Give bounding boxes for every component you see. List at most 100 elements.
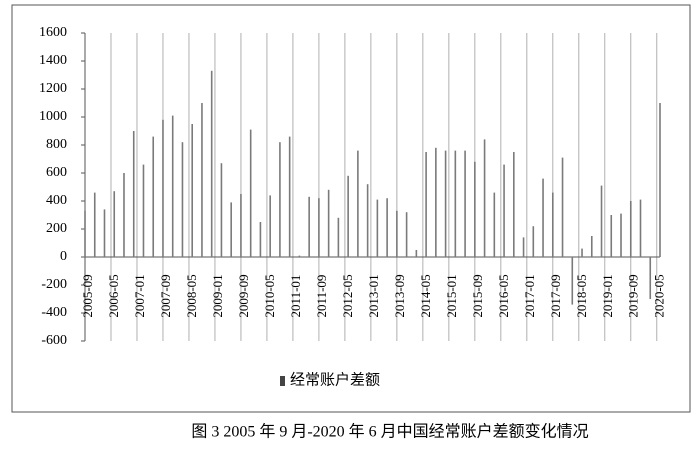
bar: [610, 215, 613, 257]
bar: [620, 213, 622, 257]
bar: [103, 209, 106, 257]
y-tick-label: 1200: [39, 81, 67, 96]
bar: [142, 164, 145, 257]
x-tick-label: 2013-09: [392, 274, 407, 317]
x-tick-label: 2014-05: [418, 274, 433, 317]
bar: [269, 195, 271, 257]
bar: [493, 192, 496, 257]
bar: [181, 142, 184, 257]
bar: [113, 191, 116, 257]
x-tick-label: 2009-01: [210, 274, 225, 317]
x-tick-label: 2018-05: [574, 274, 589, 317]
y-tick-label: 1400: [39, 53, 67, 68]
bar: [503, 164, 505, 257]
y-tick-label: -400: [41, 305, 67, 320]
bar: [590, 236, 593, 257]
bar: [571, 257, 574, 305]
y-tick-label: 800: [46, 137, 67, 152]
x-tick-label: 2019-01: [600, 274, 615, 317]
x-tick-label: 2009-09: [236, 274, 251, 317]
bar: [337, 217, 340, 257]
bar: [84, 210, 86, 257]
bar: [220, 163, 223, 257]
y-tick-label: 200: [46, 221, 67, 236]
x-tick-label: 2013-01: [366, 274, 381, 317]
bar: [366, 184, 369, 257]
x-tick-label: 2019-09: [626, 274, 641, 317]
legend-label: 经常账户差额: [290, 371, 380, 388]
bar: [230, 202, 232, 257]
bar: [123, 173, 125, 257]
bar: [659, 103, 661, 257]
x-tick-label: 2008-05: [184, 274, 199, 317]
bar: [93, 192, 96, 257]
bar: [162, 119, 164, 257]
x-tick-label: 2016-05: [496, 274, 511, 317]
x-tick-label: 2020-05: [652, 274, 667, 317]
bar: [152, 136, 155, 257]
bar: [259, 222, 262, 257]
y-tick-label: 600: [46, 165, 67, 180]
bar: [542, 178, 544, 257]
bar: [415, 250, 418, 257]
bar: [425, 152, 427, 257]
x-tick-label: 2006-05: [106, 274, 121, 317]
x-tick-label: 2011-01: [288, 275, 303, 318]
y-tick-label: 1600: [39, 25, 67, 40]
bar: [347, 175, 349, 257]
bar: [600, 185, 603, 257]
bar: [522, 237, 525, 257]
bar: [357, 150, 359, 257]
x-tick-label: 2017-01: [522, 274, 537, 317]
bar: [318, 198, 320, 257]
bar: [464, 150, 466, 257]
bar: [532, 226, 535, 257]
bar: [327, 189, 330, 257]
bar: [249, 129, 252, 257]
bar: [649, 257, 652, 299]
x-tick-label: 2010-05: [262, 274, 277, 317]
bar: [298, 255, 301, 257]
bar: [240, 194, 242, 257]
bar: [444, 150, 447, 257]
bar: [376, 199, 379, 257]
x-tick-label: 2017-09: [548, 274, 563, 317]
bar: [201, 103, 203, 257]
bar: [513, 152, 515, 257]
bar: [639, 199, 642, 257]
x-tick-label: 2012-05: [340, 274, 355, 317]
bar: [279, 142, 281, 257]
x-tick-label: 2007-01: [132, 274, 147, 317]
x-tick-label: 2007-09: [158, 274, 173, 317]
y-tick-label: 1000: [39, 109, 67, 124]
y-tick-label: -600: [41, 333, 67, 348]
bar: [308, 196, 310, 257]
bar: [561, 157, 564, 257]
chart-frame: [11, 4, 691, 413]
bar: [191, 124, 194, 257]
bar: [386, 198, 388, 257]
bar: [405, 212, 408, 257]
bar: [474, 161, 476, 257]
bar: [629, 201, 632, 257]
x-tick-label: 2005-09: [80, 274, 95, 317]
bar: [210, 70, 213, 257]
bar: [581, 248, 583, 257]
legend-marker: [280, 376, 285, 386]
bar: [396, 210, 398, 257]
bar: [551, 192, 554, 257]
y-tick-label: -200: [41, 277, 67, 292]
x-tick-label: 2015-01: [444, 274, 459, 317]
bar: [171, 115, 174, 257]
bar: [454, 150, 457, 257]
bar: [132, 131, 135, 257]
bar: [435, 147, 437, 257]
y-tick-label: 0: [60, 249, 67, 264]
caption: 图 3 2005 年 9 月-2020 年 6 月中国经常账户差额变化情况: [191, 423, 588, 441]
bar: [288, 136, 291, 257]
x-tick-label: 2011-09: [314, 275, 329, 318]
y-tick-label: 400: [46, 193, 67, 208]
x-tick-label: 2015-09: [470, 274, 485, 317]
